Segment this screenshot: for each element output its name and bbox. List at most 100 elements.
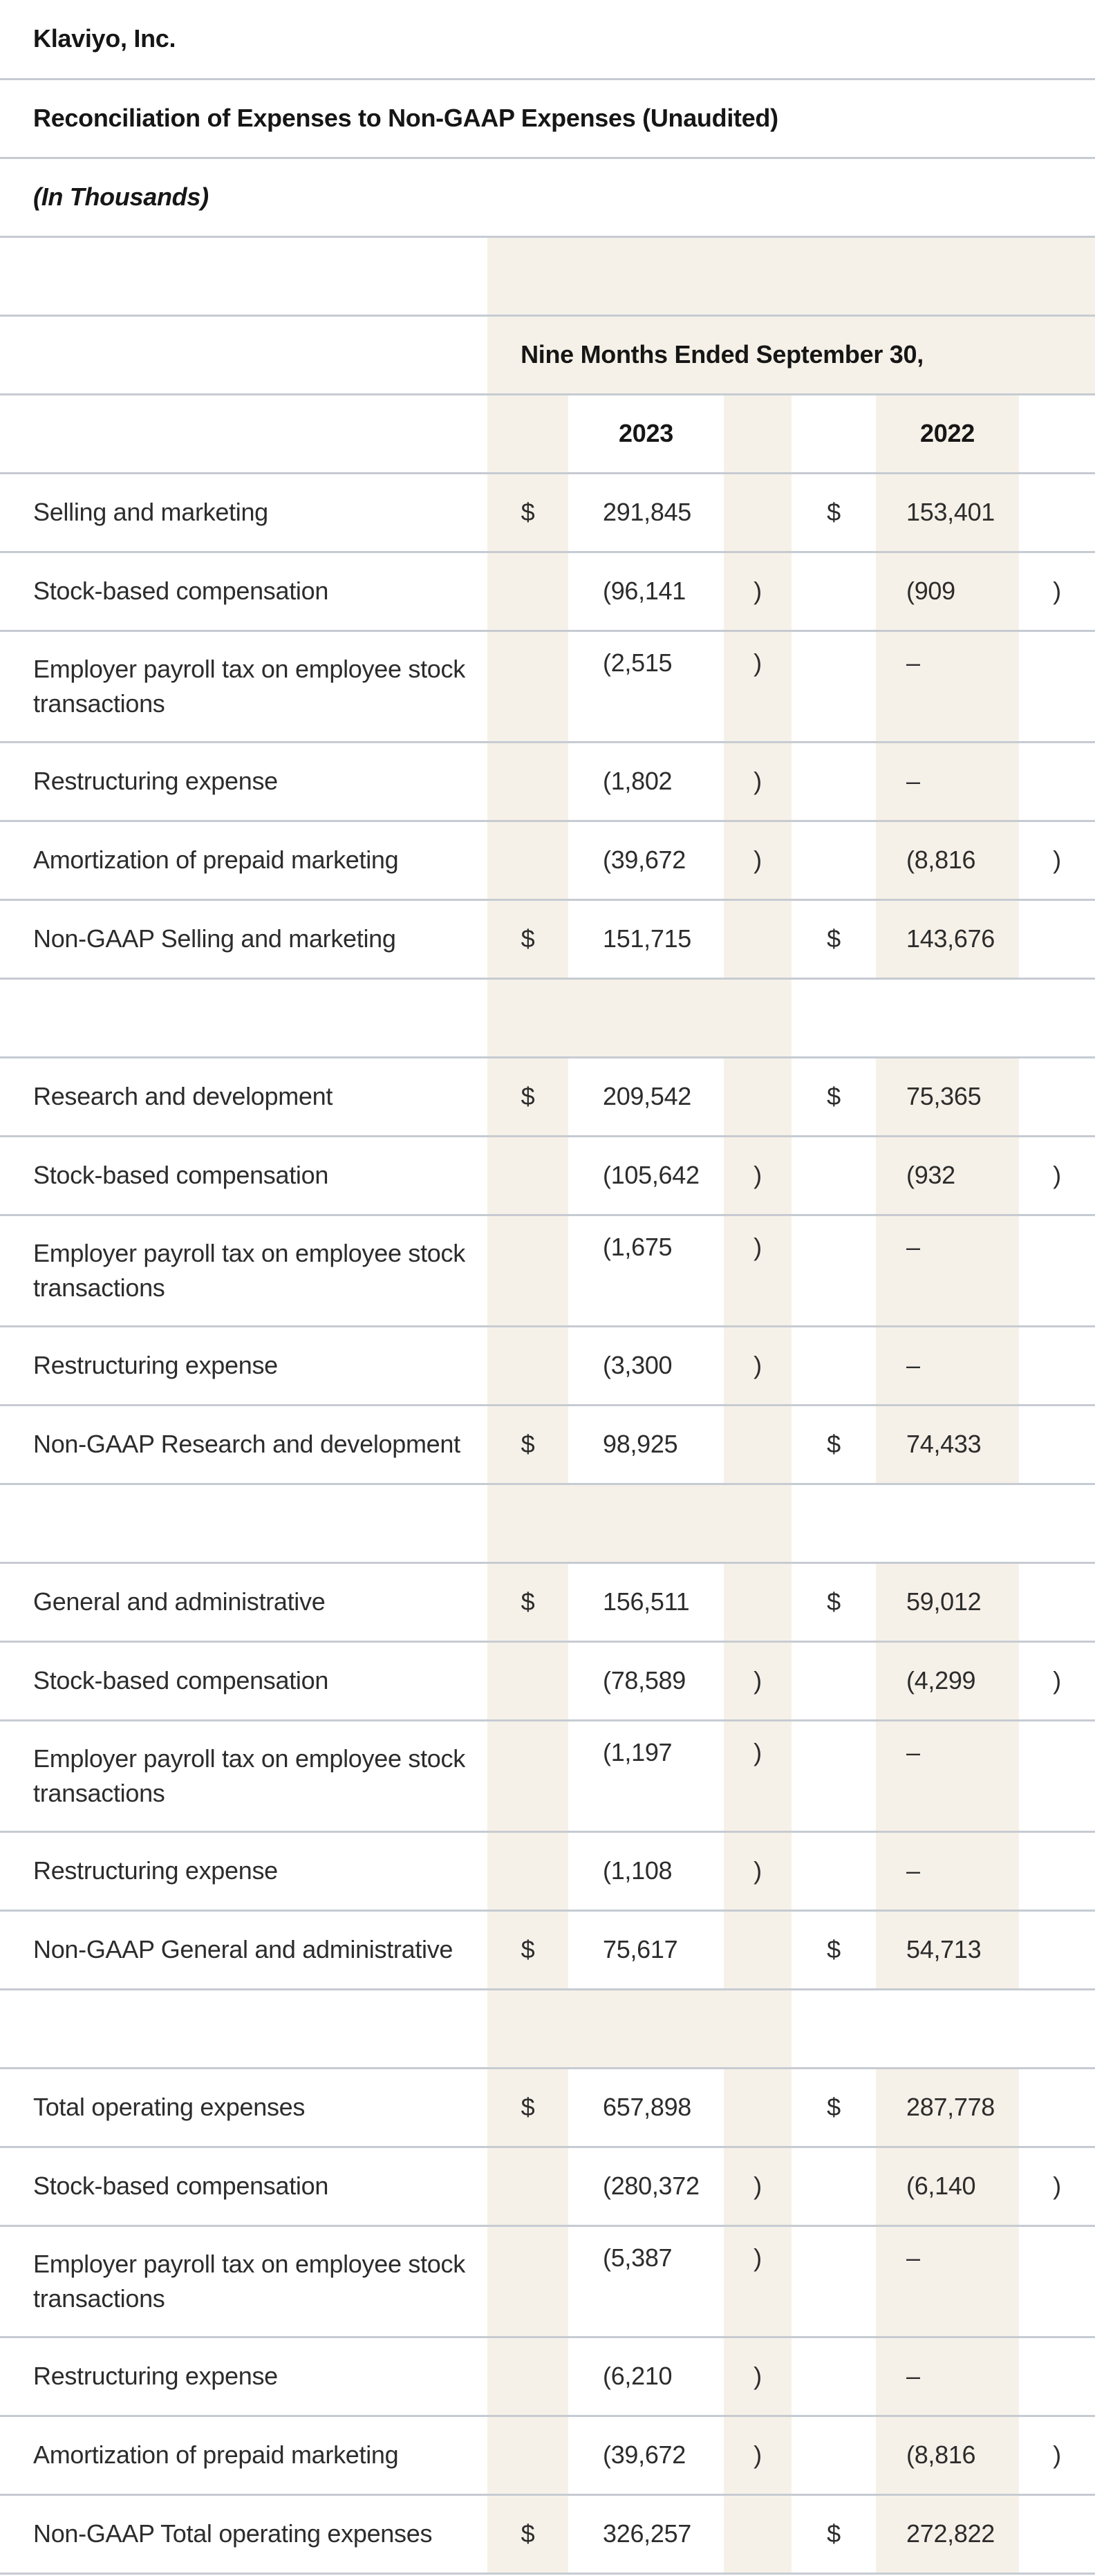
close-paren-2023 (724, 1056, 792, 1136)
close-paren-2023: ) (724, 2224, 792, 2337)
value-2022: – (876, 740, 1019, 821)
dollar-sign-2023 (487, 1213, 568, 1326)
value-2023: 151,715 (568, 898, 724, 978)
value-2022: – (876, 1830, 1019, 1910)
dollar-sign-2023 (487, 740, 568, 821)
close-paren-2022 (1019, 2224, 1095, 2337)
row-label: Restructuring expense (0, 2335, 487, 2416)
dollar-sign-2022 (792, 2335, 876, 2416)
year-header-row: 2023 2022 (0, 393, 1095, 473)
row-label: Stock-based compensation (0, 1640, 487, 1720)
value-2022: 75,365 (876, 1056, 1019, 1136)
value-2023: (105,642 (568, 1135, 724, 1215)
dollar-sign-2022 (792, 1719, 876, 1831)
expense-row: Non-GAAP General and administrative $ 75… (0, 1909, 1095, 1989)
row-label: Stock-based compensation (0, 550, 487, 631)
row-label: Research and development (0, 1056, 487, 1136)
dollar-sign-2023 (487, 2224, 568, 2337)
close-paren-2022 (1019, 1909, 1095, 1989)
section-spacer-row (0, 1988, 1095, 2068)
value-2023: (1,108 (568, 1830, 724, 1910)
value-2022: 59,012 (876, 1561, 1019, 1641)
value-2023: 98,925 (568, 1403, 724, 1484)
dollar-sign-2022 (792, 740, 876, 821)
dollar-sign-2022 (792, 1325, 876, 1405)
dollar-sign-2023: $ (487, 1909, 568, 1989)
dollar-sign-2023 (487, 2145, 568, 2225)
close-paren-2022 (1019, 740, 1095, 821)
value-2023: (39,672 (568, 2414, 724, 2494)
close-paren-2022 (1019, 2493, 1095, 2575)
value-2023: (1,802 (568, 740, 724, 821)
value-2022: – (876, 2224, 1019, 2337)
expense-row: Stock-based compensation (280,372 ) (6,1… (0, 2145, 1095, 2225)
close-paren-2023: ) (724, 740, 792, 821)
close-paren-2023: ) (724, 550, 792, 631)
value-2023: (2,515 (568, 629, 724, 742)
value-2022: – (876, 1213, 1019, 1326)
close-paren-2023 (724, 1909, 792, 1989)
close-paren-2023 (724, 2493, 792, 2575)
close-paren-2023 (724, 898, 792, 978)
value-2023: 291,845 (568, 472, 724, 552)
value-2022: 287,778 (876, 2066, 1019, 2147)
value-2022: 153,401 (876, 472, 1019, 552)
dollar-sign-2023 (487, 2335, 568, 2416)
spacer-shaded-cell (487, 977, 792, 1057)
dollar-sign-2023: $ (487, 2493, 568, 2575)
row-label: Restructuring expense (0, 1830, 487, 1910)
empty-shaded-cell (724, 393, 792, 473)
dollar-sign-2022 (792, 1135, 876, 1215)
close-paren-2023: ) (724, 1640, 792, 1720)
row-label: Non-GAAP General and administrative (0, 1909, 487, 1989)
expense-row: Employer payroll tax on employee stock t… (0, 2224, 1095, 2337)
expense-row: Employer payroll tax on employee stock t… (0, 629, 1095, 742)
dollar-sign-2022: $ (792, 1056, 876, 1136)
expense-row: Amortization of prepaid marketing (39,67… (0, 819, 1095, 899)
dollar-sign-2023 (487, 1640, 568, 1720)
close-paren-2022: ) (1019, 2414, 1095, 2494)
close-paren-2023: ) (724, 629, 792, 742)
value-2022: – (876, 1325, 1019, 1405)
value-2022: 272,822 (876, 2493, 1019, 2575)
row-label: Amortization of prepaid marketing (0, 819, 487, 899)
value-2022: – (876, 2335, 1019, 2416)
empty-label-cell (0, 314, 487, 394)
expense-row: Amortization of prepaid marketing (39,67… (0, 2414, 1095, 2494)
close-paren-2022 (1019, 898, 1095, 978)
dollar-sign-2022: $ (792, 898, 876, 978)
dollar-sign-2023 (487, 629, 568, 742)
value-2023: (1,675 (568, 1213, 724, 1326)
close-paren-2023: ) (724, 1135, 792, 1215)
value-2023: 209,542 (568, 1056, 724, 1136)
dollar-sign-2023 (487, 550, 568, 631)
dollar-sign-2023 (487, 1135, 568, 1215)
close-paren-2023: ) (724, 1325, 792, 1405)
title-row: Reconciliation of Expenses to Non-GAAP E… (0, 77, 1095, 158)
close-paren-2023: ) (724, 2145, 792, 2225)
dollar-sign-2022 (792, 629, 876, 742)
row-label: Employer payroll tax on employee stock t… (0, 629, 487, 742)
close-paren-2022 (1019, 1403, 1095, 1484)
close-paren-2022 (1019, 1325, 1095, 1405)
dollar-sign-2022: $ (792, 2493, 876, 2575)
expense-row: Stock-based compensation (78,589 ) (4,29… (0, 1640, 1095, 1720)
row-label: Restructuring expense (0, 1325, 487, 1405)
expense-row: Stock-based compensation (105,642 ) (932… (0, 1135, 1095, 1215)
spacer-plain-cell (792, 1988, 1095, 2068)
close-paren-2022 (1019, 2335, 1095, 2416)
dollar-sign-2022 (792, 550, 876, 631)
title-text: (In Thousands) (0, 156, 1095, 236)
value-2022: – (876, 629, 1019, 742)
close-paren-2023: ) (724, 2335, 792, 2416)
row-label: Stock-based compensation (0, 1135, 487, 1215)
value-2023: 326,257 (568, 2493, 724, 2575)
dollar-sign-2023 (487, 2414, 568, 2494)
value-2023: (280,372 (568, 2145, 724, 2225)
dollar-sign-2022 (792, 1640, 876, 1720)
dollar-sign-2022 (792, 819, 876, 899)
dollar-sign-2022 (792, 1830, 876, 1910)
dollar-sign-2023: $ (487, 2066, 568, 2147)
value-2023: (3,300 (568, 1325, 724, 1405)
